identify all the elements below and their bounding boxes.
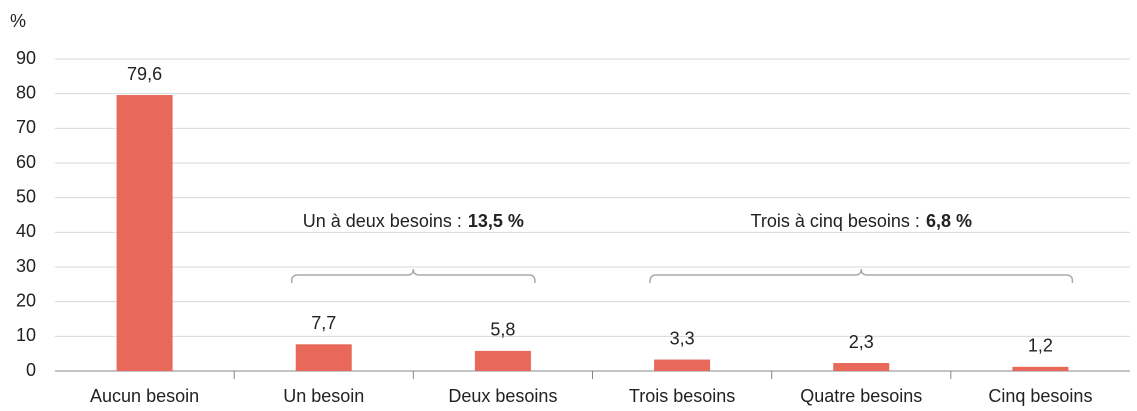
annotation-text: Trois à cinq besoins : bbox=[751, 211, 920, 231]
bar bbox=[116, 95, 173, 371]
x-tick-label: Trois besoins bbox=[629, 386, 735, 406]
x-tick-label: Aucun besoin bbox=[90, 386, 199, 406]
annotation-text: Un à deux besoins : bbox=[303, 211, 462, 231]
x-tick-label: Deux besoins bbox=[448, 386, 557, 406]
y-tick-label: 50 bbox=[16, 186, 36, 206]
bar bbox=[654, 359, 711, 371]
value-label: 5,8 bbox=[490, 320, 515, 340]
value-label: 79,6 bbox=[127, 64, 162, 84]
x-tick-label: Cinq besoins bbox=[988, 386, 1092, 406]
value-label: 7,7 bbox=[311, 313, 336, 333]
value-label: 3,3 bbox=[670, 328, 695, 348]
bar bbox=[833, 363, 890, 371]
bar bbox=[474, 350, 531, 371]
x-tick-label: Un besoin bbox=[283, 386, 364, 406]
y-tick-label: 30 bbox=[16, 256, 36, 276]
value-label: 1,2 bbox=[1028, 336, 1053, 356]
x-tick-label: Quatre besoins bbox=[800, 386, 922, 406]
y-tick-label: 60 bbox=[16, 152, 36, 172]
group-annotation: Un à deux besoins : 13,5 % bbox=[303, 211, 524, 231]
annotation-value: 6,8 % bbox=[926, 211, 972, 231]
y-tick-label: 70 bbox=[16, 117, 36, 137]
y-tick-label: 80 bbox=[16, 82, 36, 102]
group-brace bbox=[291, 268, 536, 283]
bar bbox=[1012, 366, 1069, 371]
y-tick-label: 20 bbox=[16, 290, 36, 310]
value-label: 2,3 bbox=[849, 332, 874, 352]
y-unit: % bbox=[10, 11, 26, 31]
y-tick-label: 90 bbox=[16, 48, 36, 68]
bar bbox=[295, 344, 352, 371]
annotation-value: 13,5 % bbox=[468, 211, 524, 231]
y-tick-label: 40 bbox=[16, 221, 36, 241]
y-tick-label: 10 bbox=[16, 325, 36, 345]
y-tick-label: 0 bbox=[26, 360, 36, 380]
group-brace bbox=[649, 268, 1074, 283]
group-annotation: Trois à cinq besoins : 6,8 % bbox=[751, 211, 972, 231]
